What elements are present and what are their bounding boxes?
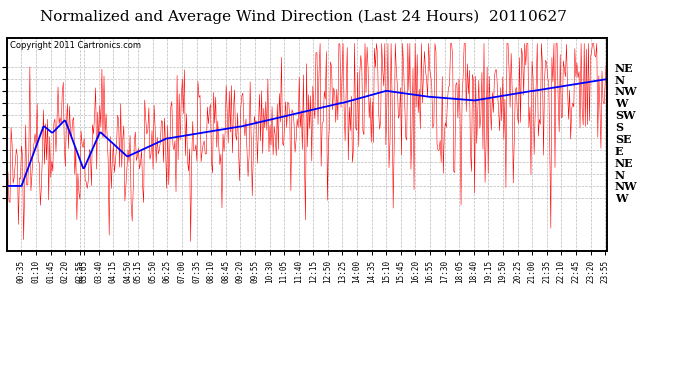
Text: Copyright 2011 Cartronics.com: Copyright 2011 Cartronics.com: [10, 41, 141, 50]
Text: Normalized and Average Wind Direction (Last 24 Hours)  20110627: Normalized and Average Wind Direction (L…: [40, 9, 567, 24]
